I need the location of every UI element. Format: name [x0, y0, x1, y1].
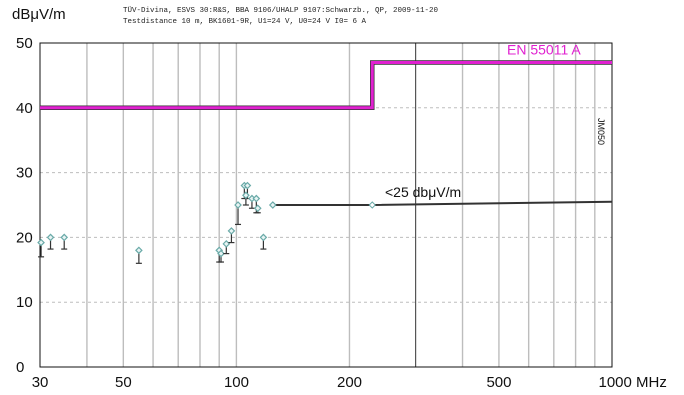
data-point-marker: [135, 246, 143, 255]
y-tick-label: 10: [16, 294, 33, 311]
x-tick-label: 200: [337, 374, 362, 391]
data-point: [268, 201, 277, 209]
data-point: [234, 201, 242, 226]
data-point: [222, 240, 231, 255]
data-point-marker: [37, 238, 45, 247]
plot-frame: [39, 42, 613, 368]
measured-line-marker: [368, 201, 376, 209]
header-line-2: Testdistance 10 m, BK1601-9R, U1=24 V, U…: [123, 18, 367, 26]
limit-label: EN 55011 A: [507, 41, 581, 57]
x-tick-label: 1000 MHz: [599, 374, 667, 391]
measured-line: [272, 200, 613, 209]
header-line-1: TÜV-Divina, ESVS 30:R&S, BBA 9106/UHALP …: [123, 7, 439, 15]
data-point-marker: [243, 181, 252, 190]
measured-line-path: [272, 200, 613, 206]
data-point: [242, 191, 250, 206]
data-point-marker: [60, 233, 69, 242]
data-point-marker: [234, 201, 242, 209]
limit-line-path: [40, 60, 612, 110]
data-point-marker: [215, 246, 224, 255]
limit-line: [40, 60, 612, 111]
data-point: [37, 238, 45, 258]
data-point-marker: [259, 233, 268, 242]
limit-line-shadow: [40, 60, 612, 111]
data-point-marker: [46, 233, 55, 242]
data-point-marker: [227, 227, 236, 235]
y-axis-unit-label: dBμV/m: [12, 6, 66, 23]
data-point-marker: [253, 204, 262, 213]
y-tick-label: 50: [16, 35, 33, 52]
data-point-marker: [268, 201, 277, 209]
y-tick-label: 30: [16, 165, 33, 182]
x-tick-label: 500: [486, 374, 511, 391]
y-tick-label: 0: [16, 359, 24, 376]
data-points: [37, 181, 277, 264]
data-point-marker: [242, 191, 250, 200]
data-point: [253, 204, 262, 214]
x-tick-label: 30: [32, 374, 49, 391]
data-point-marker: [252, 194, 261, 203]
data-point: [227, 227, 236, 244]
data-point: [46, 233, 55, 250]
grid: [40, 43, 612, 367]
x-tick-label: 50: [115, 374, 132, 391]
data-point: [60, 233, 69, 250]
y-tick-label: 20: [16, 229, 33, 246]
y-tick-label: 40: [16, 100, 33, 117]
axis-ticks: 0 10 20 30 40 50 30 50 100 200 500 1000 MHz: [16, 35, 667, 391]
data-point: [135, 246, 143, 264]
data-point: [259, 233, 268, 250]
x-tick-label: 100: [224, 374, 249, 391]
data-point-marker: [222, 240, 231, 248]
measured-label: <25 dbμV/m: [385, 184, 461, 200]
